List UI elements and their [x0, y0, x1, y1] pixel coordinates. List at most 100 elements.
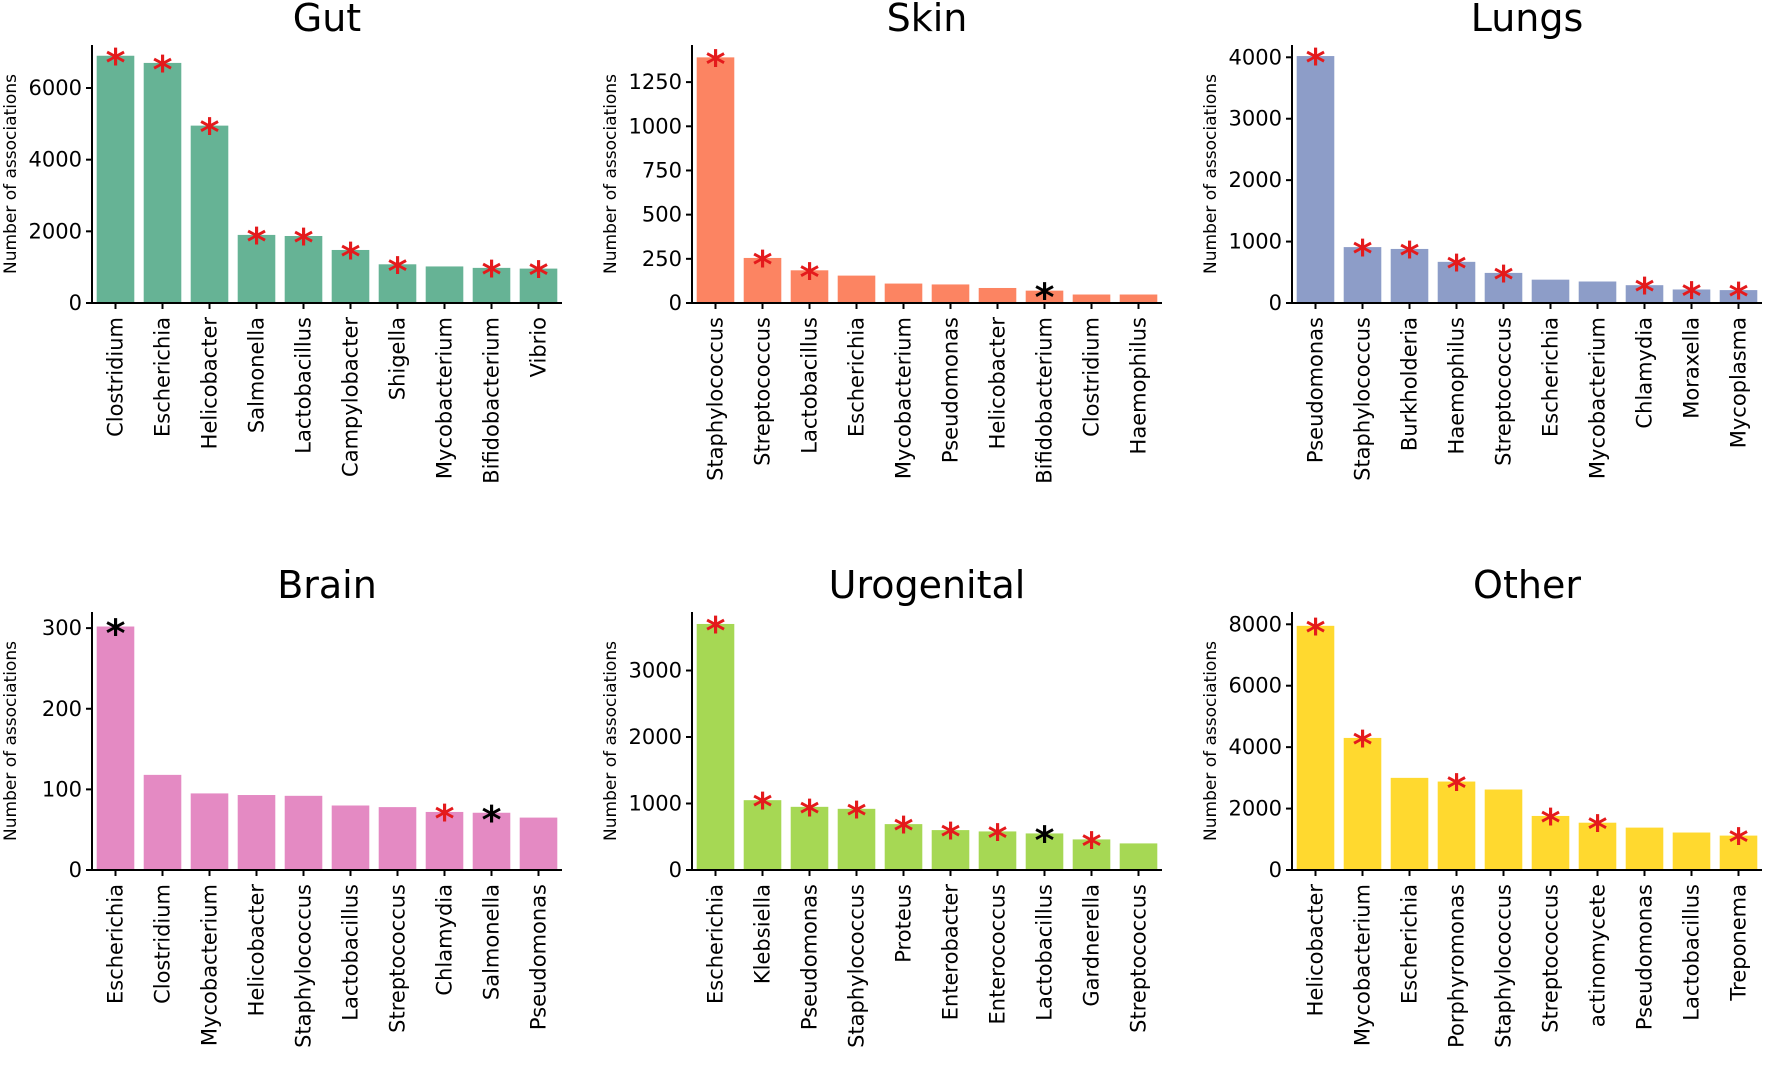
bar — [837, 275, 876, 303]
y-tick-label: 0 — [69, 858, 82, 882]
chart-title: Other — [1473, 563, 1581, 607]
category-label: Haemophilus — [1445, 317, 1469, 454]
bar — [1296, 625, 1335, 870]
y-tick-label: 8000 — [1229, 612, 1282, 636]
bar — [1072, 839, 1111, 870]
significance-marker: * — [106, 41, 126, 85]
bar — [378, 264, 417, 303]
category-label: Clostridium — [104, 317, 128, 437]
y-tick-label: 6000 — [29, 76, 82, 100]
significance-marker: * — [1306, 611, 1326, 655]
significance-marker: * — [1082, 824, 1102, 868]
y-tick-label: 4000 — [1229, 735, 1282, 759]
bar — [425, 811, 464, 870]
bar — [472, 812, 511, 870]
bar — [1390, 777, 1429, 870]
category-label: Lactobacillus — [339, 884, 363, 1021]
y-tick-label: 250 — [642, 247, 682, 271]
bar — [1484, 789, 1523, 870]
chart-panel-lungs: Lungs * Pseudomonas * Staphylococcus * Burkhol… — [1201, 0, 1762, 481]
category-label: Vibrio — [527, 317, 551, 377]
bar — [284, 795, 323, 870]
chart-title: Gut — [293, 0, 361, 40]
significance-marker: * — [988, 816, 1008, 860]
category-label: Staphylococcus — [1492, 884, 1516, 1048]
chart-panel-other: Other * Helicobacter * Mycobacterium Escheric… — [1201, 563, 1762, 1048]
y-tick-label: 300 — [42, 616, 82, 640]
bar — [790, 806, 829, 870]
category-label: actinomycete — [1586, 884, 1610, 1027]
bar — [884, 824, 923, 870]
significance-marker: * — [800, 255, 820, 299]
category-label: Staphylococcus — [292, 884, 316, 1048]
category-label: Proteus — [892, 884, 916, 963]
category-label: Staphylococcus — [1351, 317, 1375, 481]
significance-marker: * — [341, 235, 361, 279]
significance-marker: * — [941, 815, 961, 859]
bar — [190, 793, 229, 870]
bar — [472, 267, 511, 303]
significance-marker: * — [1729, 275, 1749, 319]
category-label: Pseudomonas — [1633, 884, 1657, 1030]
category-label: Mycobacterium — [892, 317, 916, 479]
bar — [1578, 822, 1617, 870]
category-label: Salmonella — [245, 317, 269, 433]
significance-marker: * — [1494, 258, 1514, 302]
significance-marker: * — [435, 797, 455, 841]
bar — [696, 623, 735, 870]
bar — [284, 235, 323, 303]
chart-panel-skin: Skin * Staphylococcus * Streptococcus * Lactob… — [601, 0, 1162, 484]
significance-marker: * — [153, 48, 173, 92]
bar — [143, 62, 182, 303]
category-label: Streptococcus — [386, 884, 410, 1033]
significance-marker: * — [482, 798, 502, 842]
bar — [143, 774, 182, 870]
y-tick-label: 3000 — [629, 659, 682, 683]
category-label: Escherichia — [104, 884, 128, 1004]
y-axis-label: Number of associations — [601, 641, 621, 841]
y-tick-label: 1250 — [629, 70, 682, 94]
significance-marker: * — [482, 253, 502, 297]
bar — [978, 287, 1017, 303]
significance-marker: * — [1353, 723, 1373, 767]
y-tick-label: 100 — [42, 777, 82, 801]
bar — [1625, 285, 1664, 303]
category-label: Clostridium — [151, 884, 175, 1004]
chart-panel-brain: Brain * Escherichia Clostridium Mycobacteriu… — [1, 563, 562, 1048]
category-label: Chlamydia — [433, 884, 457, 996]
bar — [96, 626, 135, 870]
chart-title: Skin — [887, 0, 968, 40]
significance-marker: * — [1035, 818, 1055, 862]
significance-marker: * — [1541, 801, 1561, 845]
y-tick-label: 0 — [69, 291, 82, 315]
bar — [1625, 827, 1664, 870]
y-tick-label: 500 — [642, 203, 682, 227]
category-label: Helicobacter — [245, 884, 269, 1017]
category-label: Lactobacillus — [798, 317, 822, 454]
bar — [743, 800, 782, 870]
y-tick-label: 2000 — [629, 725, 682, 749]
bar — [1343, 737, 1382, 870]
chart-panel-urogenital: Urogenital * Escherichia * Klebsiella * Pseudo… — [601, 563, 1162, 1048]
bar — [1437, 781, 1476, 870]
category-label: Salmonella — [480, 884, 504, 1000]
significance-marker: * — [847, 794, 867, 838]
category-label: Lactobacillus — [1033, 884, 1057, 1021]
significance-marker: * — [1588, 808, 1608, 852]
y-axis-label: Number of associations — [1201, 74, 1221, 274]
chart-panel-gut: Gut * Clostridium * Escherichia * Helicobacter… — [1, 0, 562, 484]
category-label: Haemophilus — [1127, 317, 1151, 454]
y-axis-label: Number of associations — [1201, 641, 1221, 841]
bar — [837, 808, 876, 870]
significance-marker: * — [1447, 247, 1467, 291]
category-label: Burkholderia — [1398, 317, 1422, 451]
y-tick-label: 2000 — [1229, 797, 1282, 821]
bar — [931, 830, 970, 870]
category-label: Pseudomonas — [939, 317, 963, 463]
category-label: Shigella — [386, 317, 410, 400]
y-tick-label: 0 — [1269, 858, 1282, 882]
significance-marker: * — [200, 111, 220, 155]
category-label: Mycoplasma — [1727, 317, 1751, 448]
significance-marker: * — [388, 249, 408, 293]
